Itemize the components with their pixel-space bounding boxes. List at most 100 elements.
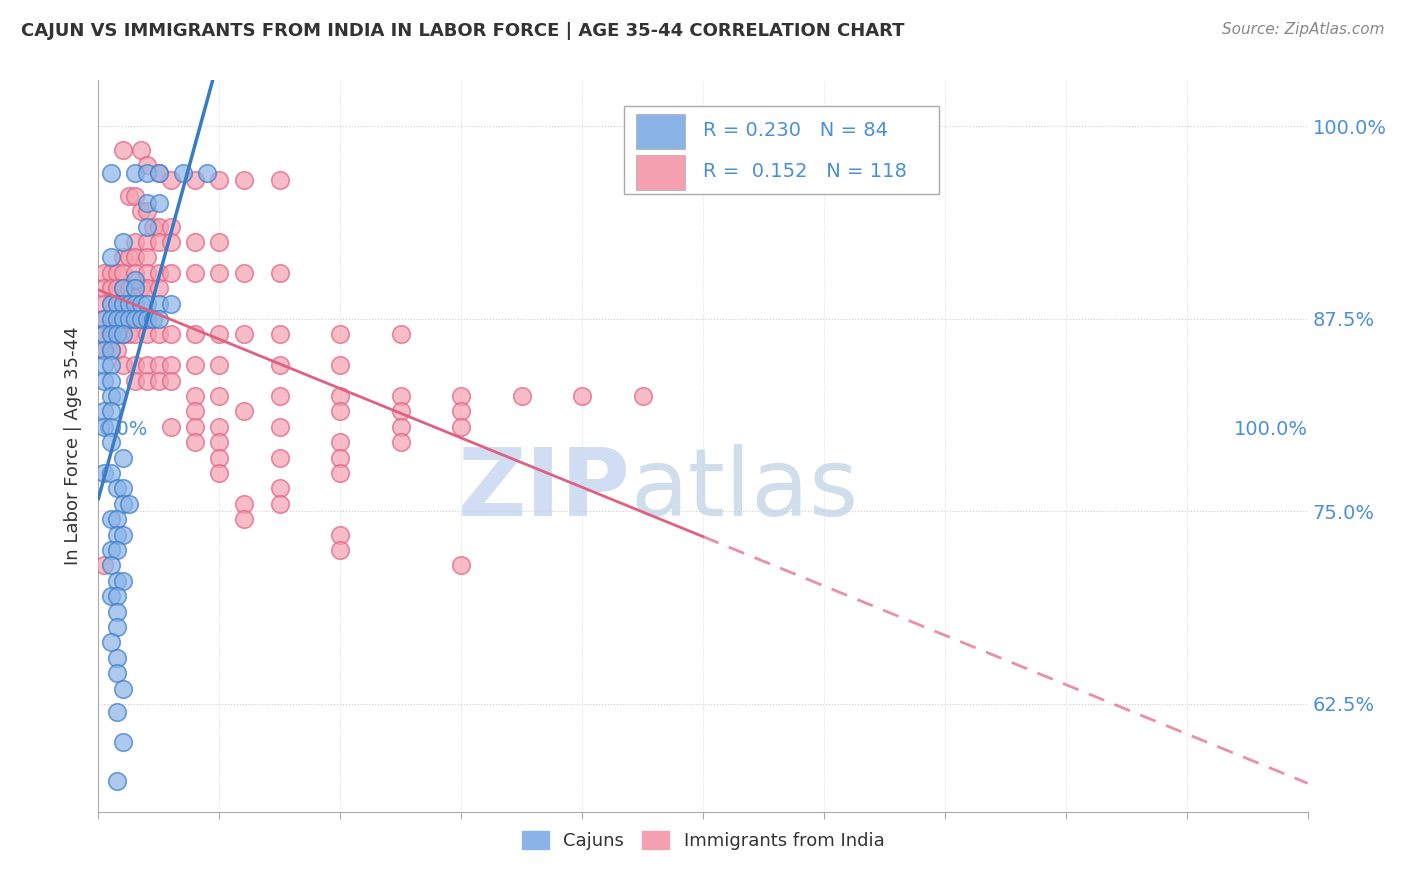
Point [111,143,134,157]
Point [329,389,352,403]
Point [208,450,231,465]
FancyBboxPatch shape [637,155,685,190]
Point [111,251,134,265]
Point [135,235,157,249]
Point [93,281,115,295]
Point [111,296,134,310]
Point [160,374,183,388]
Point [100,312,122,326]
Point [232,173,254,187]
Point [269,358,291,372]
Point [100,374,122,388]
Point [105,296,128,310]
Point [269,327,291,342]
Point [124,273,146,287]
Point [93,358,115,372]
Point [232,327,254,342]
Point [124,374,146,388]
Point [389,419,412,434]
Point [100,166,122,180]
Text: atlas: atlas [630,444,859,536]
Point [135,158,157,172]
Point [208,173,231,187]
Point [135,312,157,326]
Point [100,543,122,558]
Point [111,312,134,326]
Point [100,558,122,573]
Y-axis label: In Labor Force | Age 35-44: In Labor Force | Age 35-44 [65,326,83,566]
Point [105,543,128,558]
Point [184,173,207,187]
Point [148,235,170,249]
Point [105,574,128,588]
Point [450,419,472,434]
Point [184,358,207,372]
Point [148,327,170,342]
Point [124,188,146,202]
Point [184,389,207,403]
Point [111,481,134,495]
Point [100,296,122,310]
Point [93,343,115,357]
Point [111,358,134,372]
Point [329,404,352,418]
Point [93,419,115,434]
Point [160,327,183,342]
Point [100,404,122,418]
Text: R =  0.152   N = 118: R = 0.152 N = 118 [703,162,907,181]
Point [93,466,115,480]
Point [148,374,170,388]
Point [93,266,115,280]
Point [160,358,183,372]
Text: CAJUN VS IMMIGRANTS FROM INDIA IN LABOR FORCE | AGE 35-44 CORRELATION CHART: CAJUN VS IMMIGRANTS FROM INDIA IN LABOR … [21,22,904,40]
Point [105,389,128,403]
Point [148,166,170,180]
Point [129,281,152,295]
Point [129,312,152,326]
Point [124,312,146,326]
Point [450,558,472,573]
Point [148,266,170,280]
Point [135,374,157,388]
Point [329,527,352,541]
Text: 100.0%: 100.0% [1233,419,1308,439]
Point [100,343,122,357]
Point [100,327,122,342]
Point [118,296,141,310]
Point [100,312,122,326]
FancyBboxPatch shape [624,106,939,194]
Point [111,527,134,541]
Point [184,404,207,418]
Point [105,296,128,310]
Point [148,219,170,234]
Point [208,327,231,342]
Point [93,404,115,418]
Point [105,327,128,342]
Point [100,635,122,649]
Point [184,327,207,342]
Point [450,389,472,403]
Point [135,281,157,295]
Point [148,281,170,295]
Point [135,166,157,180]
Point [100,589,122,603]
Point [269,481,291,495]
Point [269,389,291,403]
Point [142,219,165,234]
Point [100,266,122,280]
Point [111,497,134,511]
Point [111,327,134,342]
Point [100,389,122,403]
Point [184,235,207,249]
Point [631,389,654,403]
Point [111,281,134,295]
Point [93,327,115,342]
Point [100,327,122,342]
Point [129,296,152,310]
Point [111,574,134,588]
Point [93,296,115,310]
Point [232,512,254,526]
Point [269,419,291,434]
Point [100,419,122,434]
Point [571,389,593,403]
